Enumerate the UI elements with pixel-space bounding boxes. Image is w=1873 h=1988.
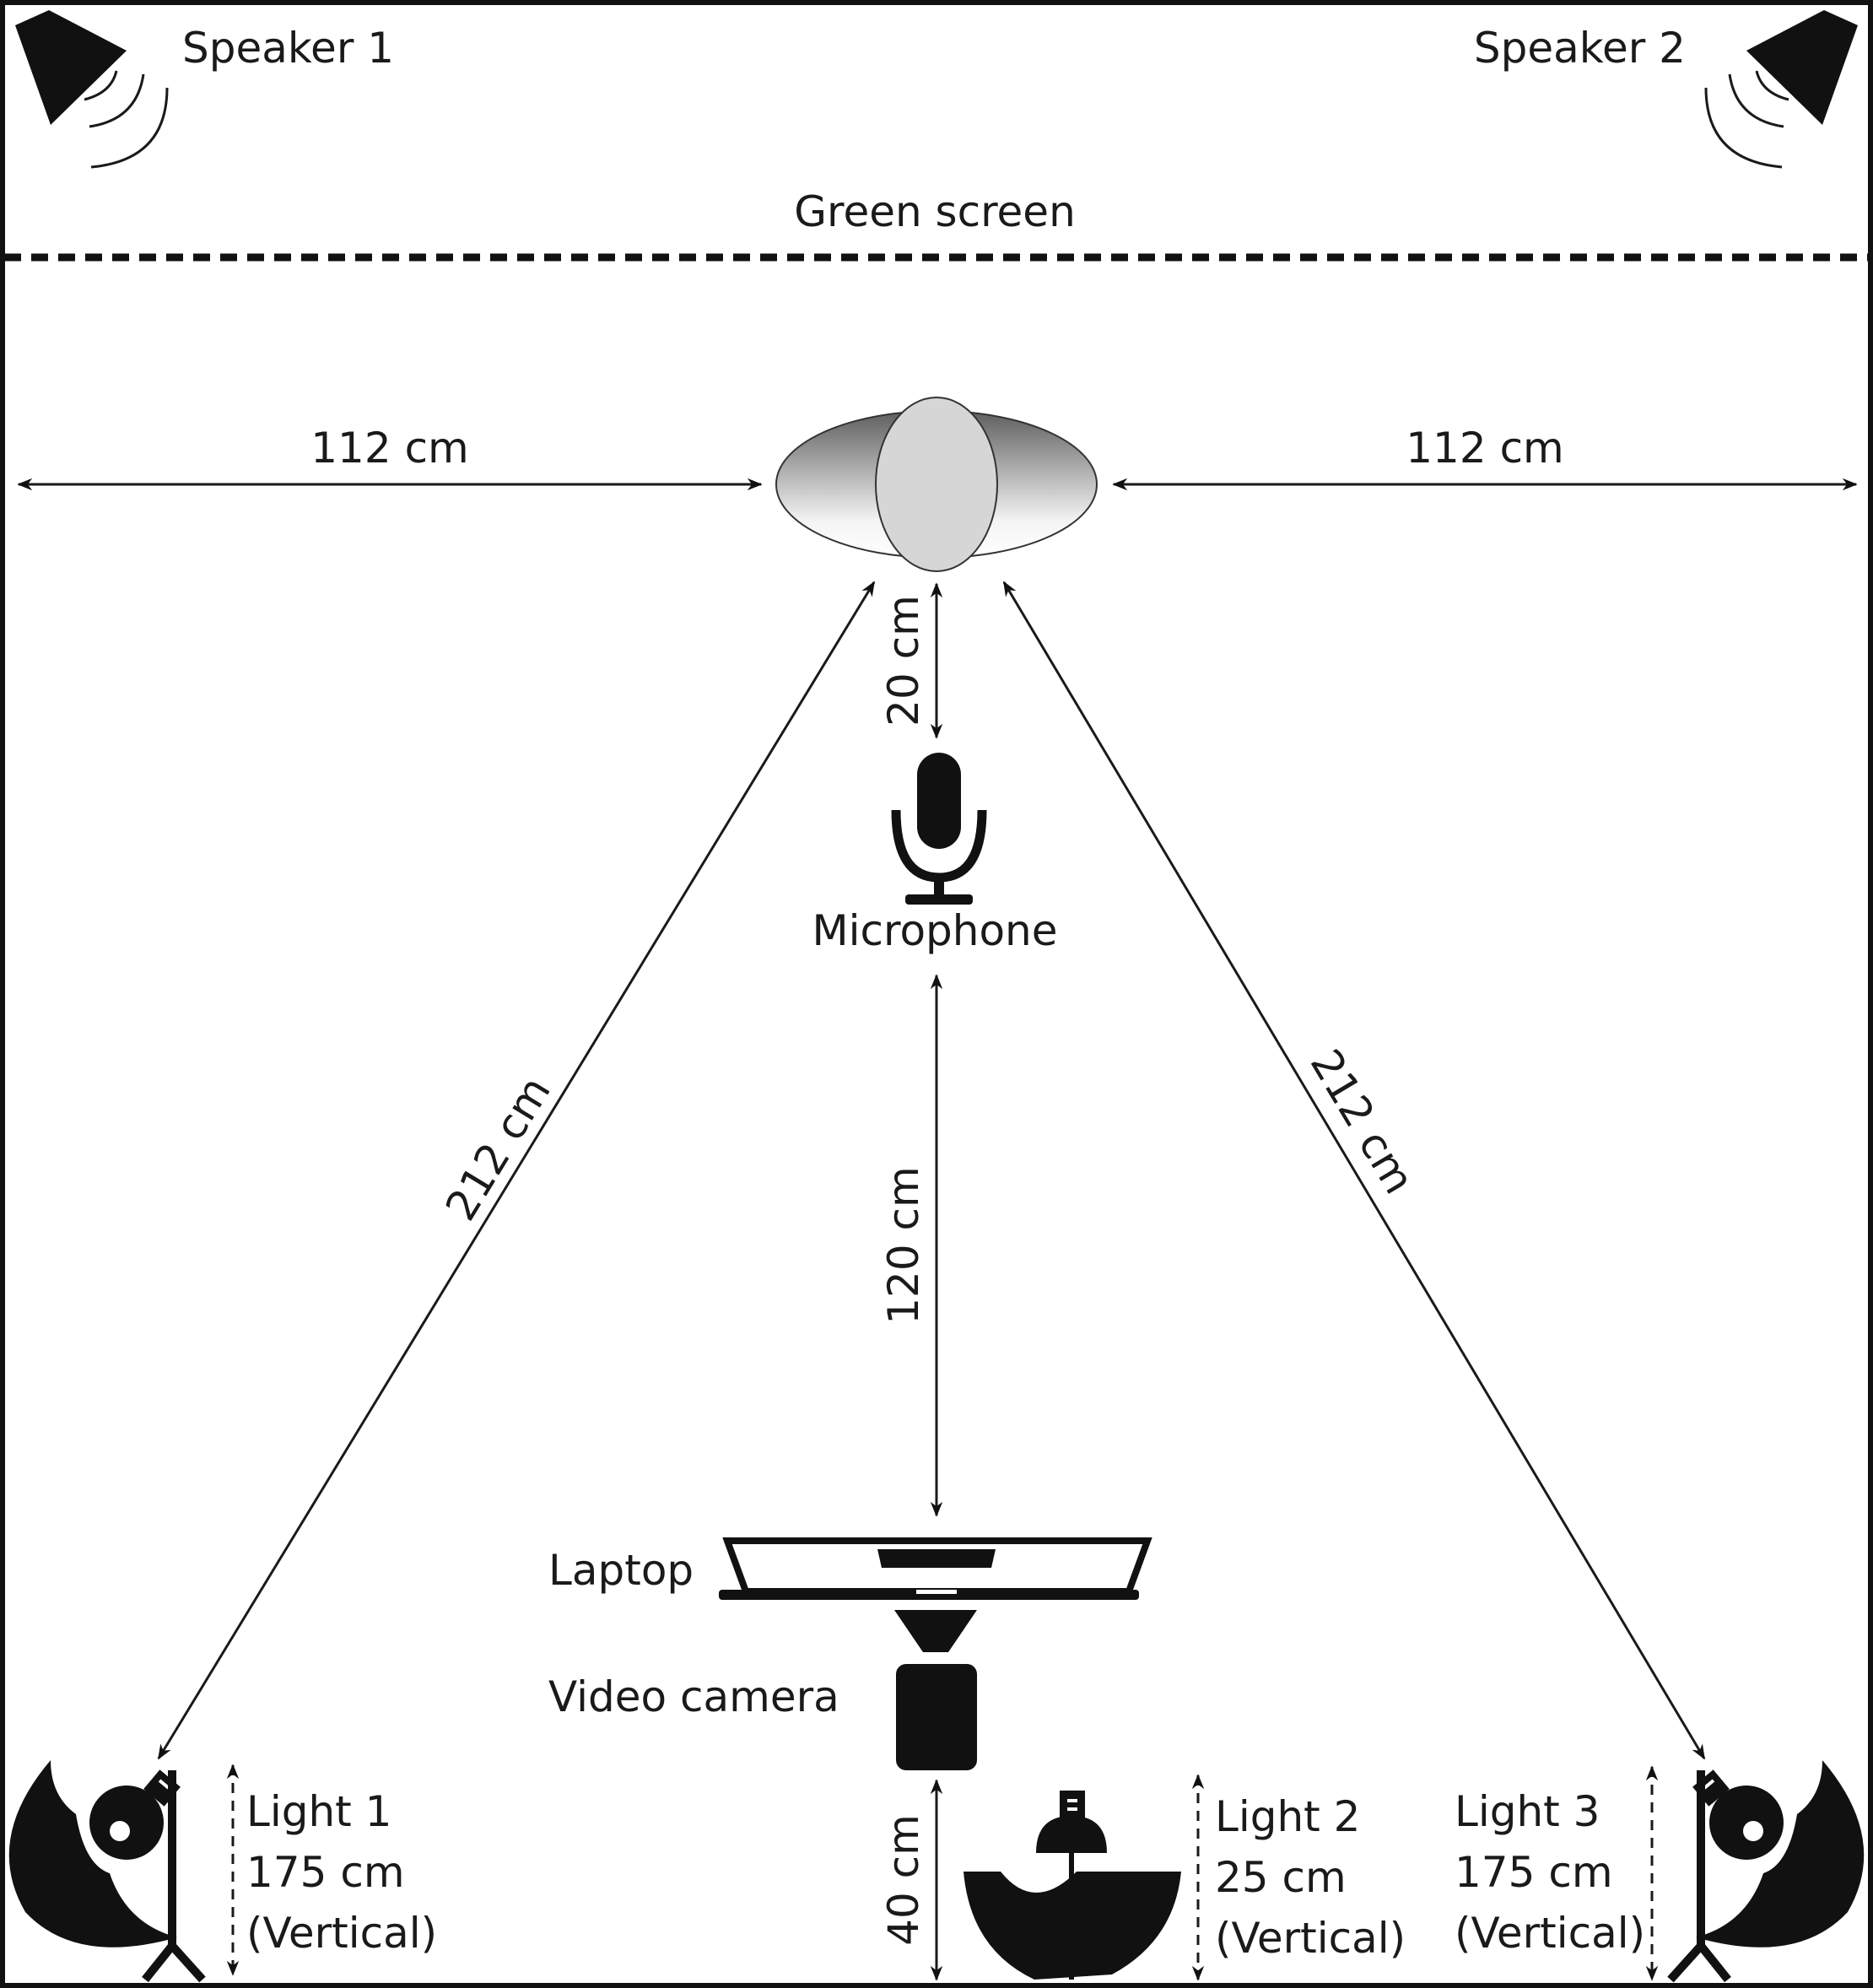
video-camera-label: Video camera (548, 1672, 839, 1721)
distance-20-label: 20 cm (879, 595, 928, 727)
light-3-name: Light 3 (1455, 1787, 1600, 1836)
light-2-label: Light 2 25 cm (Vertical) (1215, 1792, 1406, 1963)
light-3-orientation: (Vertical) (1455, 1909, 1645, 1958)
light-1-orientation: (Vertical) (246, 1909, 437, 1958)
light-1-label: Light 1 175 cm (Vertical) (246, 1787, 437, 1958)
light-3-icon (1667, 1760, 1865, 1983)
distance-diagonal-right-label: 212 cm (1301, 1041, 1424, 1202)
light-1-icon (8, 1760, 206, 1983)
light-1-name: Light 1 (246, 1787, 392, 1836)
dimension-diagonal-left-212 (157, 581, 876, 1760)
dimension-diagonal-right-212 (1002, 581, 1706, 1760)
green-screen-label: Green screen (794, 187, 1076, 236)
light-3-label: Light 3 175 cm (Vertical) (1455, 1787, 1645, 1958)
subject-head-icon (775, 397, 1098, 572)
distance-right-label: 112 cm (1406, 424, 1564, 473)
distance-diagonal-left-label: 212 cm (436, 1068, 560, 1229)
distance-120-label: 120 cm (879, 1166, 928, 1325)
video-camera-icon (894, 1610, 977, 1770)
laptop-label: Laptop (548, 1546, 694, 1595)
light-3-height: 175 cm (1455, 1848, 1613, 1897)
microphone-label: Microphone (812, 906, 1057, 955)
speaker-2-icon (1704, 10, 1858, 169)
light-2-height: 25 cm (1215, 1853, 1347, 1902)
light-2-icon (963, 1791, 1181, 1980)
light-1-height: 175 cm (246, 1848, 405, 1897)
light-2-name: Light 2 (1215, 1792, 1361, 1841)
distance-40-label: 40 cm (879, 1814, 928, 1946)
light-2-orientation: (Vertical) (1215, 1914, 1406, 1963)
microphone-icon (891, 753, 987, 905)
speaker-1-icon (15, 10, 169, 169)
laptop-icon (719, 1537, 1152, 1600)
speaker-1-label: Speaker 1 (182, 24, 394, 73)
distance-left-label: 112 cm (310, 424, 469, 473)
speaker-2-label: Speaker 2 (1474, 24, 1686, 73)
